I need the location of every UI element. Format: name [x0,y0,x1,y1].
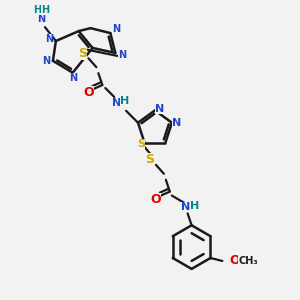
Text: N: N [118,50,126,60]
Text: N: N [42,56,50,66]
Text: N: N [45,34,53,44]
Text: N: N [172,118,182,128]
Text: H: H [41,5,49,15]
Text: H: H [121,96,130,106]
Text: S: S [78,47,87,60]
Text: O: O [83,86,94,100]
Text: N: N [112,24,120,34]
Text: S: S [137,139,146,148]
Text: H: H [190,202,199,212]
Text: N: N [181,202,190,212]
Text: N: N [112,98,121,108]
Text: N: N [37,14,45,24]
Text: CH₃: CH₃ [238,256,258,266]
Text: O: O [229,254,240,268]
Text: H: H [33,5,41,15]
Text: S: S [146,153,154,167]
Text: O: O [151,193,161,206]
Text: N: N [155,104,164,114]
Text: N: N [69,73,77,83]
